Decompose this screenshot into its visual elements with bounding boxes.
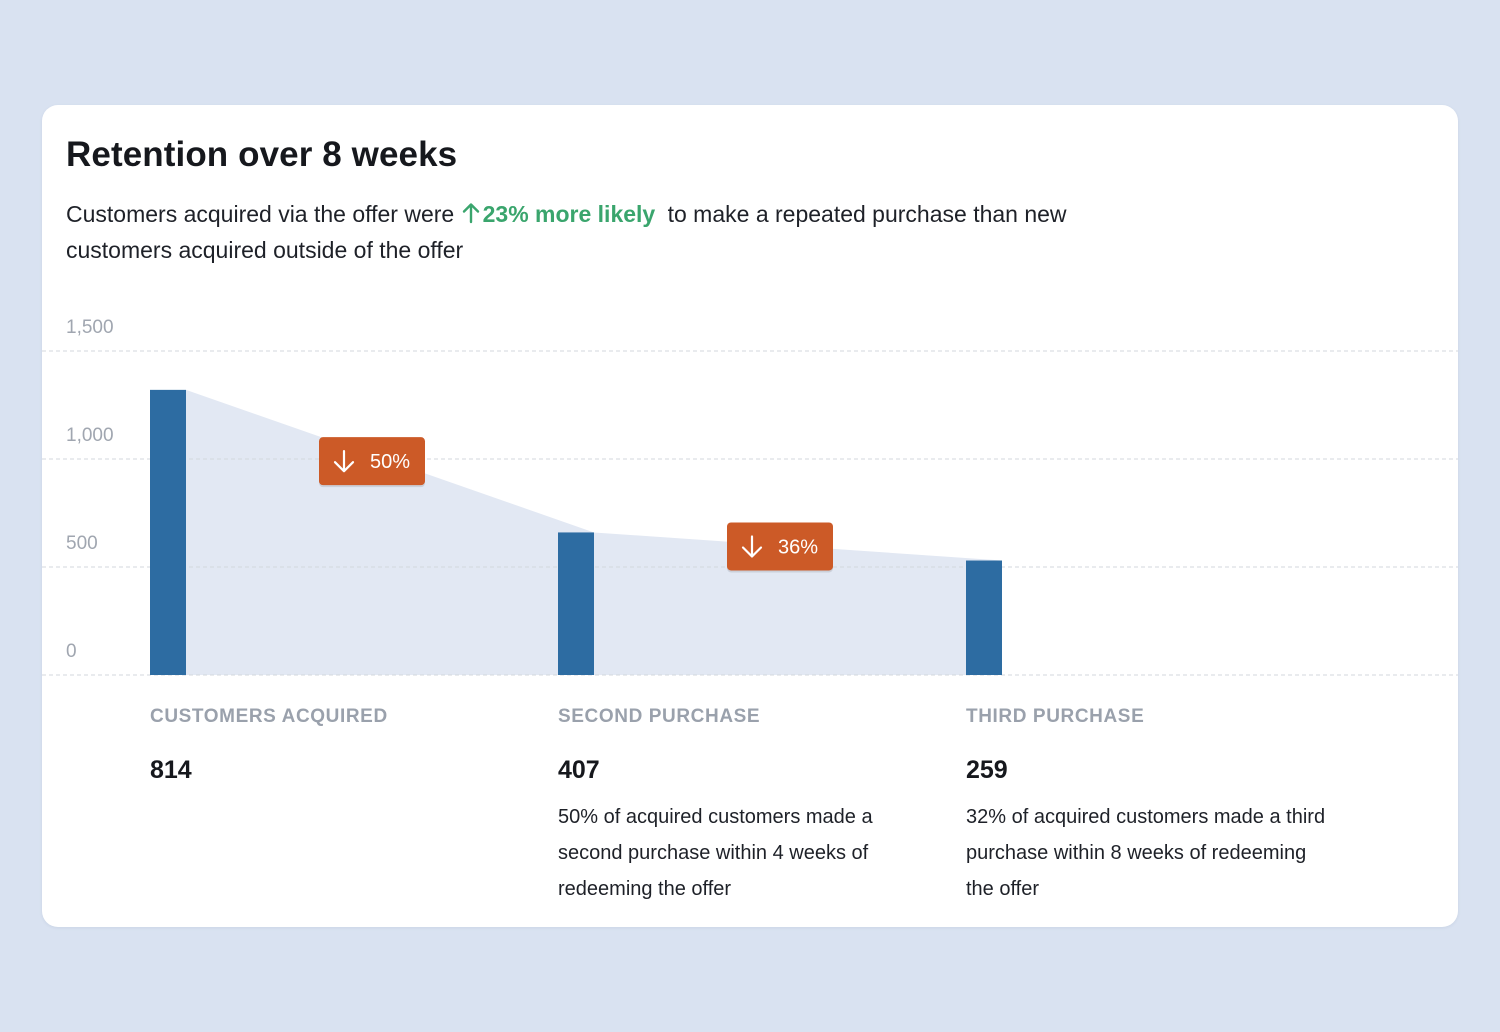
caption-customers-acquired: CUSTOMERS ACQUIRED 814	[150, 705, 510, 785]
caption-description: 50% of acquired customers made a second …	[558, 806, 873, 900]
badge-label: 36%	[778, 536, 818, 558]
y-tick-label: 500	[66, 533, 98, 554]
retention-chart: 0 500 1,000 1,500 50% 36%	[42, 317, 1458, 676]
caption-second-purchase: SECOND PURCHASE 407 50% of acquired cust…	[558, 705, 918, 907]
badge-label: 50%	[370, 451, 410, 473]
retention-card: Retention over 8 weeks Customers acquire…	[42, 105, 1458, 927]
caption-value: 814	[150, 756, 192, 784]
bar-customers-acquired	[150, 389, 186, 675]
caption-label: CUSTOMERS ACQUIRED	[150, 706, 388, 727]
drop-badge: 50%	[319, 437, 425, 488]
card-subtitle: Customers acquired via the offer were 23…	[66, 196, 1126, 268]
drop-badge: 36%	[727, 522, 833, 573]
subtitle-pre: Customers acquired via the offer were	[66, 201, 455, 227]
y-tick-label: 1,000	[66, 425, 114, 446]
caption-label: THIRD PURCHASE	[966, 706, 1145, 727]
arrow-down-icon	[333, 450, 355, 473]
highlight-text: 23% more likely	[482, 201, 656, 227]
caption-description: 32% of acquired customers made a third p…	[966, 806, 1326, 900]
subtitle-highlight: 23% more likely	[461, 201, 656, 227]
caption-third-purchase: THIRD PURCHASE 259 32% of acquired custo…	[966, 705, 1326, 907]
card-title: Retention over 8 weeks	[66, 135, 458, 174]
caption-value: 259	[966, 756, 1008, 784]
badge-background	[319, 437, 425, 486]
bar-second-purchase	[558, 532, 594, 675]
caption-value: 407	[558, 756, 600, 784]
caption-label: SECOND PURCHASE	[558, 706, 761, 727]
badge-background	[727, 522, 833, 571]
y-tick-label: 0	[66, 641, 77, 662]
bar-third-purchase	[966, 560, 1002, 675]
arrow-up-icon	[462, 203, 479, 224]
arrow-down-icon	[741, 535, 763, 558]
y-tick-label: 1,500	[66, 317, 114, 338]
subtitle-post: to make a repeated purchase than new cus…	[66, 201, 1067, 263]
